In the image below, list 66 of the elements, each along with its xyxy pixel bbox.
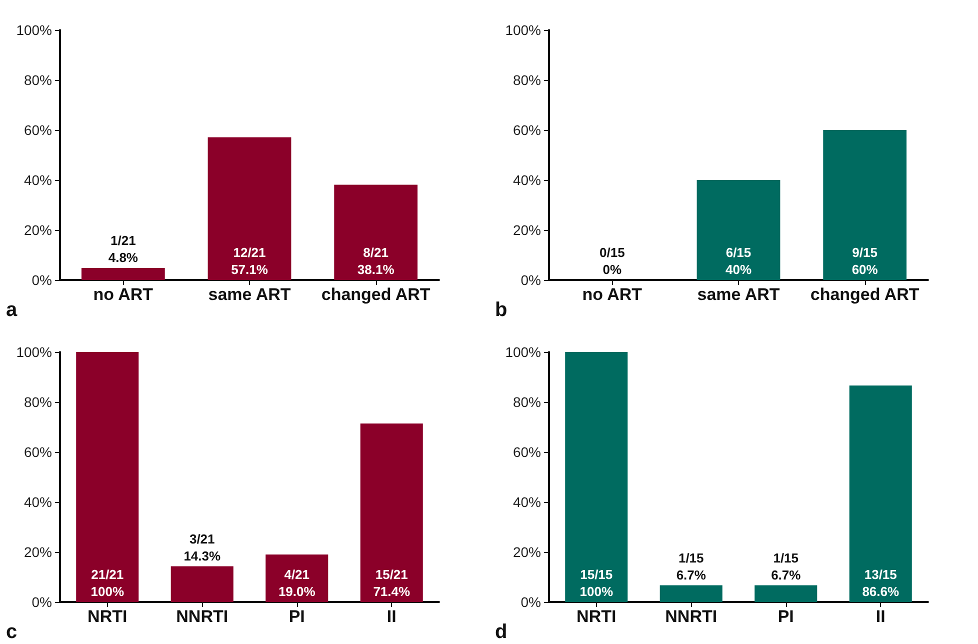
y-tick-label: 100% [16,344,52,360]
data-label: 4/21 19.0% [278,567,316,599]
x-tick-label: NNRTI [665,607,718,626]
x-tick-label: PI [288,607,305,626]
y-tick-label: 80% [512,394,541,410]
bar [208,137,292,280]
data-label: 15/21 71.4% [373,567,410,599]
bar [754,585,818,602]
data-label: 1/15 6.7% [676,550,706,582]
bar [360,424,423,602]
y-tick-label: 60% [24,122,52,138]
y-tick-label: 20% [512,222,541,238]
text: d [495,621,508,643]
y-tick-label: 0% [32,272,52,288]
y-tick-label: 20% [24,222,52,238]
x-tick-label: no ART [93,285,154,304]
y-tick-label: 20% [24,544,52,560]
y-tick-label: 0% [520,272,541,288]
x-tick-label: no ART [582,285,643,304]
data-label: 13/15 86.6% [862,567,900,599]
y-tick-label: 60% [512,122,541,138]
data-label: 9/15 60% [852,245,878,277]
y-tick-label: 100% [16,22,52,38]
bar [170,566,234,602]
x-tick-label: NNRTI [176,607,228,626]
y-tick-label: 100% [505,344,541,360]
data-label: 0/15 0% [600,245,625,277]
data-label: 3/21 14.3% [184,531,221,564]
data-label: 1/15 6.7% [771,550,802,582]
y-tick-label: 60% [24,444,52,460]
data-label: 15/15 100% [580,567,614,599]
x-tick-label: II [386,607,396,626]
x-tick-label: NRTI [576,607,616,626]
x-tick-label: II [876,607,886,626]
bar [334,184,418,280]
y-tick-label: 40% [512,172,541,188]
bar [76,352,139,602]
data-label: 8/21 38.1% [357,245,395,277]
text: b [495,299,508,321]
x-tick-label: PI [778,607,794,626]
y-tick-label: 20% [512,544,541,560]
data-label: 1/21 4.8% [108,233,138,265]
y-tick-label: 40% [24,172,52,188]
data-label: 6/15 40% [725,245,752,277]
x-tick-label: NRTI [88,607,128,626]
bar [565,352,628,602]
text: a [6,299,18,321]
bar [660,585,722,602]
data-label: 21/21 100% [90,567,124,599]
y-tick-label: 40% [512,494,541,510]
y-tick-label: 40% [24,494,52,510]
y-tick-label: 0% [32,594,52,610]
x-tick-label: same ART [697,285,780,304]
bar [849,386,912,602]
bar [81,268,165,280]
y-tick-label: 80% [24,394,52,410]
y-tick-label: 100% [505,22,541,38]
x-tick-label: changed ART [810,285,920,304]
y-tick-label: 60% [512,444,541,460]
y-tick-label: 80% [24,72,52,88]
text: c [6,621,18,643]
data-label: 12/21 57.1% [231,245,268,277]
y-tick-label: 0% [520,594,541,610]
x-tick-label: changed ART [321,285,431,304]
x-tick-label: same ART [208,285,292,304]
y-tick-label: 80% [512,72,541,88]
